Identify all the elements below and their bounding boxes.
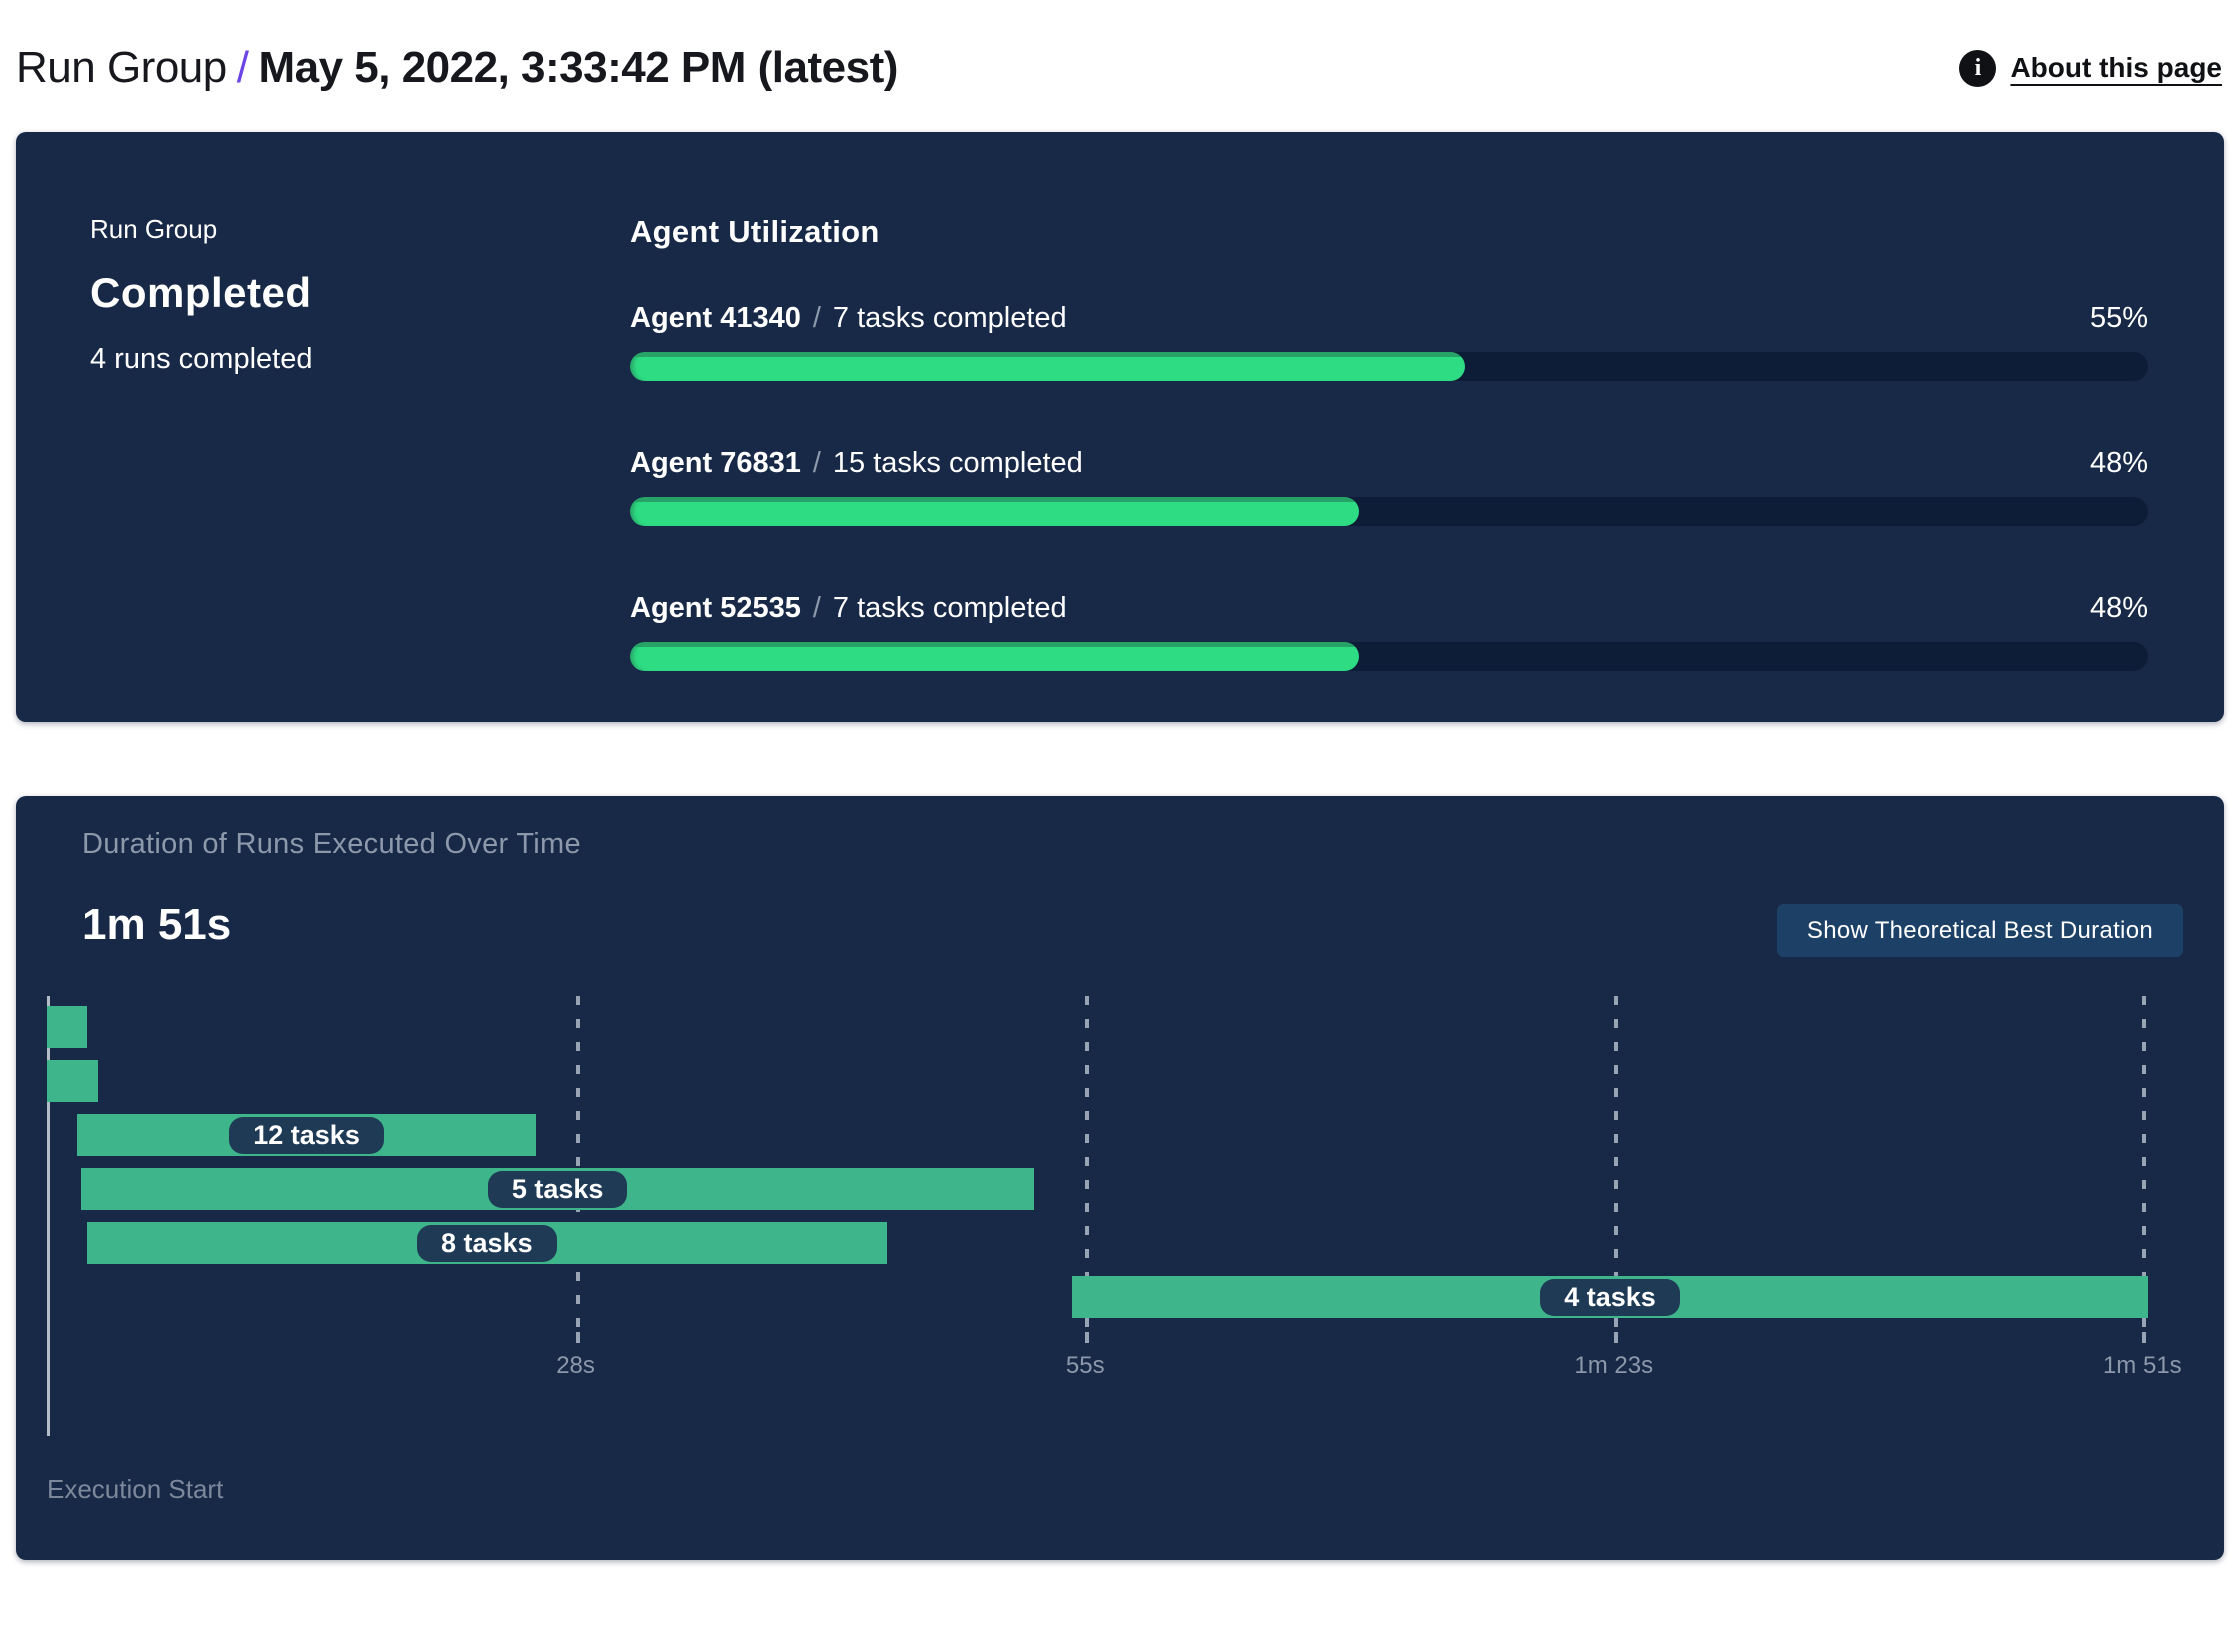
agent-separator: / bbox=[812, 447, 821, 479]
agent-separator: / bbox=[812, 592, 821, 624]
axis-tick-label: 1m 51s bbox=[2102, 1352, 2182, 1379]
duration-chart-title: Duration of Runs Executed Over Time bbox=[82, 828, 581, 860]
agent-separator: / bbox=[812, 302, 821, 334]
axis-tick bbox=[1613, 1332, 1618, 1343]
agent-progress-fill bbox=[630, 497, 1359, 526]
run-duration-bar[interactable]: 8 tasks bbox=[86, 1222, 888, 1264]
agent-name: Agent 41340 bbox=[630, 302, 801, 334]
agent-utilization-percent: 48% bbox=[2089, 447, 2148, 479]
page-title: Run Group / May 5, 2022, 3:33:42 PM (lates… bbox=[16, 43, 898, 93]
agent-utilization-percent: 55% bbox=[2089, 302, 2148, 334]
agent-utilization-percent: 48% bbox=[2089, 592, 2148, 624]
task-count-pill: 12 tasks bbox=[229, 1116, 384, 1154]
gantt-chart: 28s 55s 1m 23s 1m 51s 12 tasks 5 tasks 8 tasks… bbox=[47, 996, 2182, 1436]
axis-tick-label: 1m 23s bbox=[1574, 1352, 1654, 1379]
agent-label-line: Agent 52535 / 7 tasks completed 48% bbox=[630, 592, 2148, 625]
time-gridline bbox=[1613, 996, 1618, 1328]
about-this-page-link[interactable]: i About this page bbox=[1959, 49, 2222, 87]
agent-utilization-row: Agent 41340 / 7 tasks completed 55% bbox=[630, 302, 2148, 381]
run-duration-bar[interactable] bbox=[47, 1060, 98, 1102]
time-gridline bbox=[575, 996, 580, 1328]
run-duration-bar[interactable] bbox=[47, 1006, 87, 1048]
run-duration-bar[interactable]: 12 tasks bbox=[77, 1114, 536, 1156]
agent-label-line: Agent 76831 / 15 tasks completed 48% bbox=[630, 447, 2148, 480]
agent-progress-track bbox=[630, 352, 2148, 381]
agent-progress-track bbox=[630, 642, 2148, 671]
agent-tasks-completed: 7 tasks completed bbox=[832, 302, 1067, 334]
agent-tasks-completed: 15 tasks completed bbox=[832, 447, 1083, 479]
axis-tick bbox=[1085, 1332, 1090, 1343]
axis-tick bbox=[2142, 1332, 2147, 1343]
time-gridline bbox=[2142, 996, 2147, 1328]
run-duration-bar[interactable]: 4 tasks bbox=[1072, 1276, 2148, 1318]
execution-start-axis bbox=[47, 996, 50, 1436]
run-duration-bar[interactable]: 5 tasks bbox=[80, 1168, 1035, 1210]
page-header: Run Group / May 5, 2022, 3:33:42 PM (lates… bbox=[0, 0, 2240, 120]
run-group-label: Run Group bbox=[90, 214, 218, 244]
breadcrumb-separator: / bbox=[236, 43, 249, 92]
runs-completed-count: 4 runs completed bbox=[90, 343, 313, 375]
show-theoretical-best-duration-button[interactable]: Show Theoretical Best Duration bbox=[1776, 904, 2183, 957]
agent-label-line: Agent 41340 / 7 tasks completed 55% bbox=[630, 302, 2148, 335]
breadcrumb-run-group[interactable]: Run Group bbox=[16, 43, 227, 92]
agent-progress-track bbox=[630, 497, 2148, 526]
run-status-value: Completed bbox=[90, 269, 312, 316]
axis-tick-label: 55s bbox=[1065, 1352, 1105, 1379]
agent-name: Agent 52535 bbox=[630, 592, 801, 624]
run-timestamp-title: May 5, 2022, 3:33:42 PM (latest) bbox=[258, 43, 898, 92]
about-this-page-label: About this page bbox=[2010, 52, 2222, 83]
run-summary-column: Run Group Completed 4 runs completed bbox=[90, 214, 630, 722]
axis-tick-label: 28s bbox=[556, 1352, 595, 1379]
info-icon: i bbox=[1959, 49, 1997, 87]
task-count-pill: 8 tasks bbox=[417, 1224, 557, 1262]
agent-utilization-title: Agent Utilization bbox=[630, 214, 880, 249]
agent-progress-fill bbox=[630, 642, 1359, 671]
agent-tasks-completed: 7 tasks completed bbox=[832, 592, 1067, 624]
time-gridline bbox=[1085, 996, 1090, 1328]
total-duration-value: 1m 51s bbox=[82, 900, 232, 949]
agent-name: Agent 76831 bbox=[630, 447, 801, 479]
agent-progress-fill bbox=[630, 352, 1465, 381]
axis-tick bbox=[575, 1332, 580, 1343]
agent-utilization-section: Agent Utilization Agent 41340 / 7 tasks co… bbox=[630, 214, 2148, 722]
task-count-pill: 5 tasks bbox=[487, 1170, 628, 1208]
agent-utilization-row: Agent 52535 / 7 tasks completed 48% bbox=[630, 592, 2148, 671]
agent-utilization-list: Agent 41340 / 7 tasks completed 55% Agent 76… bbox=[630, 302, 2148, 671]
execution-start-label: Execution Start bbox=[47, 1474, 224, 1504]
run-summary-panel: Run Group Completed 4 runs completed Age… bbox=[16, 132, 2224, 722]
duration-panel: Duration of Runs Executed Over Time 1m 5… bbox=[16, 796, 2224, 1560]
task-count-pill: 4 tasks bbox=[1540, 1278, 1680, 1316]
agent-utilization-row: Agent 76831 / 15 tasks completed 48% bbox=[630, 447, 2148, 526]
